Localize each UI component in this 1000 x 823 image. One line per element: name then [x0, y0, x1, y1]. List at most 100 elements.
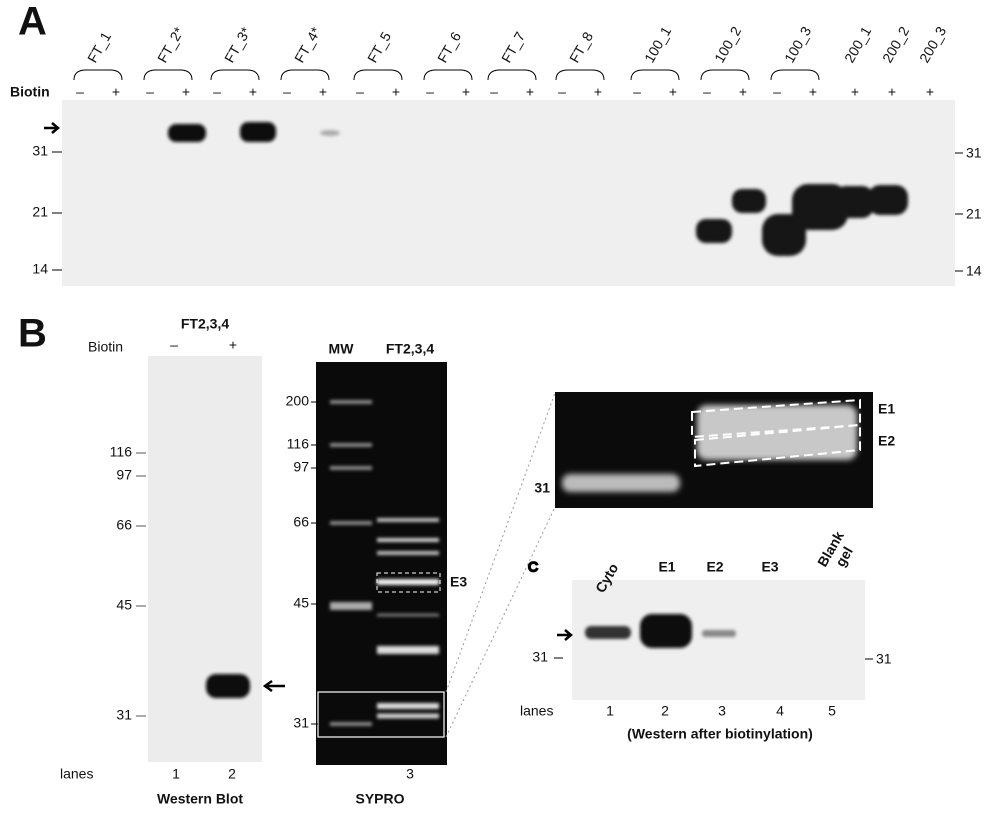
biotin-sign: + [249, 84, 257, 100]
marker-label: 31 [534, 480, 550, 496]
band [377, 613, 439, 617]
band [732, 189, 766, 213]
lane-label: 200_3 [916, 23, 949, 65]
bracket [210, 69, 260, 81]
bracket [143, 69, 193, 81]
band [834, 186, 874, 218]
panel-a: A [18, 0, 955, 286]
arrow [262, 679, 285, 693]
band [640, 614, 692, 648]
biotin-sign: – [703, 84, 711, 100]
panel-c: C 31 31 lanes (Western after biotinylati… [520, 528, 892, 742]
bracket [700, 69, 750, 81]
box [376, 572, 441, 593]
lane-number: 5 [828, 703, 836, 719]
marker-label: 66 [293, 514, 309, 530]
lane-header: MW [329, 341, 355, 357]
marker-label: 97 [293, 459, 309, 475]
lane-label: FT_6 [434, 29, 464, 65]
marker-label: 14 [966, 263, 982, 279]
band [168, 124, 206, 142]
lane-label: E1 [658, 559, 675, 575]
marker-label: 97 [116, 467, 132, 483]
biotin-sign: – [146, 84, 154, 100]
lane-header: FT2,3,4 [386, 341, 434, 357]
box [694, 423, 861, 468]
biotin-sign: + [888, 84, 896, 100]
lane-label: FT_5 [364, 29, 394, 65]
bands [585, 614, 736, 648]
band [377, 579, 439, 585]
band [330, 602, 372, 610]
marker-label: 66 [116, 517, 132, 533]
generated: FT_1 FT_2* FT_3* FT_4* FT_5 FT_6 FT_7 FT_8 100_1… [10, 23, 982, 730]
marker-label: 31 [293, 715, 309, 731]
lane-number: 3 [406, 766, 414, 782]
arrow [44, 122, 60, 134]
lane-label: FT_1 [84, 29, 114, 65]
biotin-sign: – [773, 84, 781, 100]
biotin-sign: + [392, 84, 400, 100]
biotin-sign: + [809, 84, 817, 100]
bracket [630, 69, 680, 81]
biotin-sign: + [926, 84, 934, 100]
box-label: E1 [878, 401, 895, 417]
bracket [770, 69, 820, 81]
band [562, 474, 680, 492]
biotin-sign: + [112, 84, 120, 100]
bracket [280, 69, 330, 81]
biotin-sign: + [319, 84, 327, 100]
marker-label: 116 [287, 436, 310, 452]
bracket [487, 69, 537, 81]
lane-label: 100_1 [641, 23, 674, 65]
box-label: E2 [878, 433, 895, 449]
box [691, 398, 861, 439]
caption: SYPRO [355, 791, 404, 807]
lane-number: 3 [718, 703, 726, 719]
lane-number: 1 [606, 703, 614, 719]
bands [168, 122, 908, 256]
marker-label: 21 [32, 204, 48, 220]
band [240, 122, 276, 142]
caption: Western Blot [157, 791, 243, 807]
biotin-sign: – [170, 337, 178, 353]
biotin-label: Biotin [10, 84, 50, 100]
lane-number: 1 [172, 766, 180, 782]
blot [572, 580, 865, 700]
arrow [557, 629, 573, 641]
lane-label: 100_3 [781, 23, 814, 65]
biotin-sign: + [229, 337, 237, 353]
marker-label: 45 [116, 597, 132, 613]
bracket [73, 69, 123, 81]
biotin-sign: – [283, 84, 291, 100]
band [868, 185, 908, 215]
band [702, 630, 736, 637]
biotin-label: Biotin [88, 339, 123, 355]
band [320, 130, 340, 136]
band [696, 219, 732, 243]
zoom-line [445, 392, 556, 693]
band [206, 674, 250, 698]
lane-label: 200_1 [841, 23, 874, 65]
bands [330, 400, 439, 726]
caption: (Western after biotinylation) [627, 726, 813, 742]
biotin-sign: + [669, 84, 677, 100]
band [792, 184, 848, 230]
lanes-label: lanes [60, 766, 93, 782]
biotin-sign: + [182, 84, 190, 100]
marker-label: 31 [532, 649, 548, 665]
lane-label: FT_3* [221, 24, 254, 65]
lane-number: 2 [228, 766, 236, 782]
lane-label: FT_7 [498, 29, 528, 65]
band [330, 443, 372, 447]
bracket [423, 69, 473, 81]
lane-number: 4 [776, 703, 784, 719]
bracket [555, 69, 605, 81]
biotin-sign: + [462, 84, 470, 100]
biotin-sign: – [213, 84, 221, 100]
band [697, 405, 857, 460]
biotin-sign: – [356, 84, 364, 100]
lane-label: 100_2 [711, 23, 744, 65]
lanes-label: lanes [520, 703, 553, 719]
